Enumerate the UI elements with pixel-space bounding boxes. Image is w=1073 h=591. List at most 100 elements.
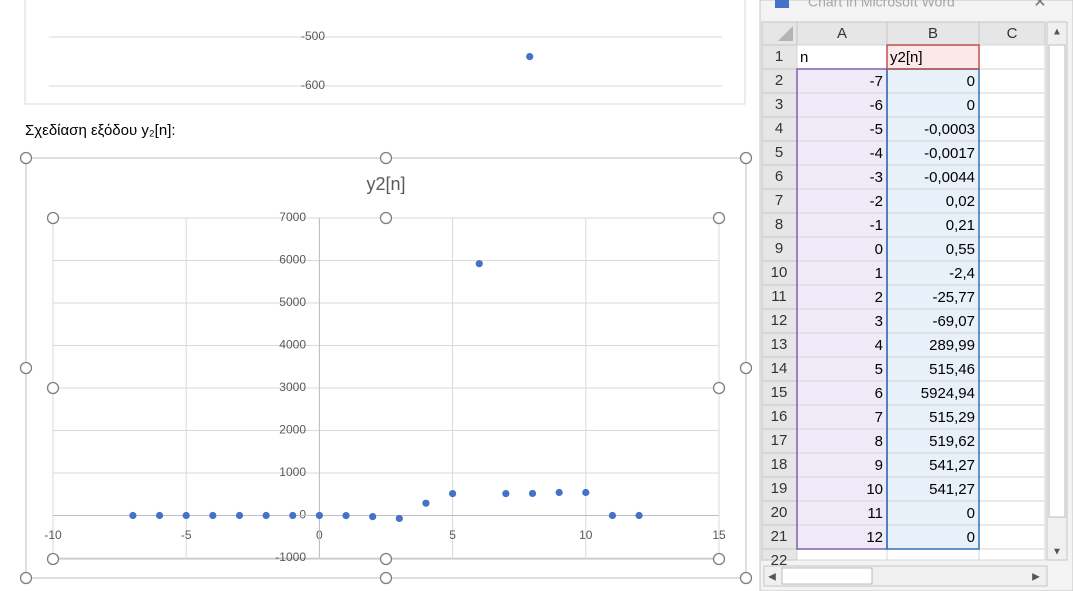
cell[interactable] <box>796 452 888 478</box>
resize-handle[interactable] <box>739 361 753 375</box>
resize-handle[interactable] <box>46 211 60 225</box>
resize-handle[interactable] <box>379 211 393 225</box>
cell[interactable] <box>796 500 888 526</box>
cell[interactable] <box>978 260 1046 286</box>
cell[interactable] <box>796 524 888 550</box>
cell-text: -3 <box>870 169 883 186</box>
row-header[interactable] <box>761 356 798 382</box>
cell[interactable] <box>978 380 1046 406</box>
resize-handle[interactable] <box>739 571 753 585</box>
resize-handle[interactable] <box>46 381 60 395</box>
cell[interactable] <box>978 308 1046 334</box>
resize-handle[interactable] <box>19 361 33 375</box>
row-header[interactable] <box>761 404 798 430</box>
resize-handle[interactable] <box>712 211 726 225</box>
resize-handle[interactable] <box>712 552 726 566</box>
cell[interactable] <box>978 44 1046 70</box>
cell[interactable] <box>978 428 1046 454</box>
cell[interactable] <box>978 212 1046 238</box>
data-point <box>395 514 403 523</box>
row-header[interactable] <box>761 452 798 478</box>
cell[interactable] <box>796 548 888 561</box>
scroll-thumb[interactable] <box>1048 44 1066 518</box>
cell[interactable] <box>978 452 1046 478</box>
cell-text: 0,55 <box>946 241 975 258</box>
cell[interactable] <box>796 428 888 454</box>
cell[interactable] <box>978 356 1046 382</box>
cell[interactable] <box>796 284 888 310</box>
row-header[interactable] <box>761 332 798 358</box>
x-tick-label: 15 <box>712 528 726 542</box>
hscroll-thumb[interactable] <box>781 567 873 585</box>
row-header[interactable] <box>761 428 798 454</box>
cell[interactable] <box>886 92 980 118</box>
cell[interactable] <box>886 236 980 262</box>
resize-handle[interactable] <box>19 571 33 585</box>
scroll-down[interactable]: ▼ <box>1052 547 1062 558</box>
scroll-right[interactable]: ▶ <box>1032 572 1040 583</box>
cell[interactable] <box>978 284 1046 310</box>
row-header-label: 16 <box>771 408 788 425</box>
resize-handle[interactable] <box>379 552 393 566</box>
close-button[interactable]: ✕ <box>1033 0 1046 11</box>
row-header[interactable] <box>761 380 798 406</box>
cell[interactable] <box>886 260 980 286</box>
cell[interactable] <box>978 92 1046 118</box>
cell[interactable] <box>796 380 888 406</box>
cell[interactable] <box>796 332 888 358</box>
cell[interactable] <box>978 476 1046 502</box>
cell[interactable] <box>978 404 1046 430</box>
cell[interactable] <box>886 284 980 310</box>
cell-text: -2 <box>870 193 883 210</box>
resize-handle[interactable] <box>739 151 753 165</box>
cell[interactable] <box>886 68 980 94</box>
row-header[interactable] <box>761 44 798 70</box>
row-header[interactable] <box>761 164 798 190</box>
scroll-left[interactable]: ◀ <box>768 572 776 583</box>
row-header-label: 15 <box>771 384 788 401</box>
cell[interactable] <box>796 68 888 94</box>
cell[interactable] <box>978 164 1046 190</box>
cell[interactable] <box>886 356 980 382</box>
cell[interactable] <box>886 500 980 526</box>
row-header[interactable] <box>761 140 798 166</box>
row-header[interactable] <box>761 68 798 94</box>
cell[interactable] <box>886 332 980 358</box>
chart-frame[interactable] <box>25 157 747 579</box>
cell[interactable] <box>886 548 980 561</box>
row-header-label: 2 <box>775 72 783 89</box>
resize-handle[interactable] <box>379 571 393 585</box>
cell-text: 2 <box>875 289 883 306</box>
cell[interactable] <box>978 140 1046 166</box>
cell[interactable] <box>796 308 888 334</box>
cell[interactable] <box>978 68 1046 94</box>
y-tick-label: 1000 <box>279 465 306 479</box>
cell[interactable] <box>886 188 980 214</box>
cell[interactable] <box>796 356 888 382</box>
cell[interactable] <box>796 236 888 262</box>
cell[interactable] <box>978 524 1046 550</box>
cell[interactable] <box>978 332 1046 358</box>
chart-title: y2[n] <box>366 174 405 194</box>
cell[interactable] <box>796 404 888 430</box>
resize-handle[interactable] <box>379 151 393 165</box>
cell[interactable] <box>978 548 1046 561</box>
cell[interactable] <box>886 524 980 550</box>
row-header[interactable] <box>761 476 798 502</box>
row-header[interactable] <box>761 116 798 142</box>
cell[interactable] <box>886 212 980 238</box>
cell[interactable] <box>796 260 888 286</box>
cell[interactable] <box>796 116 888 142</box>
scroll-up[interactable]: ▲ <box>1052 27 1062 38</box>
cell[interactable] <box>886 452 980 478</box>
cell[interactable] <box>978 188 1046 214</box>
resize-handle[interactable] <box>712 381 726 395</box>
cell[interactable] <box>978 116 1046 142</box>
resize-handle[interactable] <box>19 151 33 165</box>
cell[interactable] <box>796 44 888 70</box>
row-header[interactable] <box>761 500 798 526</box>
cell[interactable] <box>978 236 1046 262</box>
cell[interactable] <box>978 500 1046 526</box>
resize-handle[interactable] <box>46 552 60 566</box>
cell[interactable] <box>886 476 980 502</box>
